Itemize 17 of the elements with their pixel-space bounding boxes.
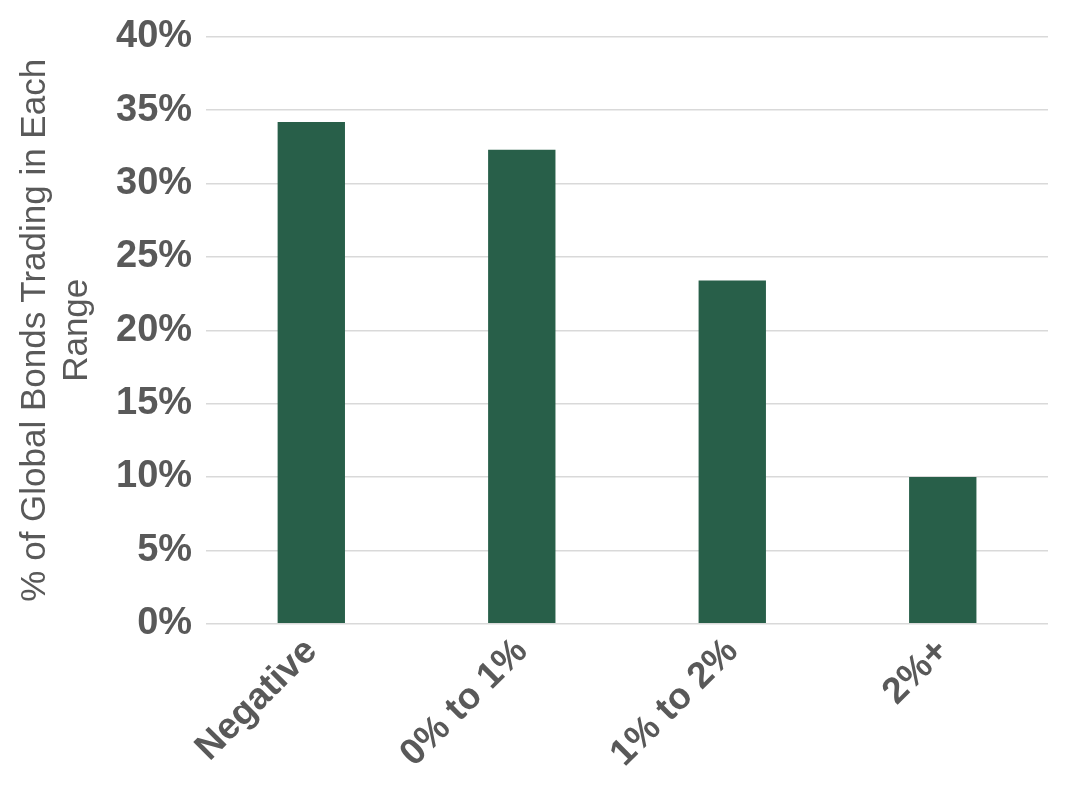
bar [698, 280, 766, 623]
y-tick-label: 15% [115, 380, 193, 423]
y-tick-label: 10% [115, 453, 193, 496]
y-tick-label: 40% [115, 13, 193, 56]
y-axis-title: % of Global Bonds Trading in Each Range [12, 58, 94, 602]
y-tick-label: 5% [137, 526, 193, 569]
bar [488, 149, 556, 623]
y-tick-label: 25% [115, 233, 193, 276]
y-tick-label: 0% [137, 600, 193, 643]
bar [277, 121, 345, 623]
y-tick-label: 30% [115, 160, 193, 203]
y-tick-label: 20% [115, 306, 193, 349]
x-tick-label: 0% to 1% [390, 629, 535, 774]
x-tick-label: 2%+ [873, 629, 956, 712]
bar [909, 477, 977, 623]
x-tick-label: 1% to 2% [601, 629, 746, 774]
y-tick-label: 35% [115, 86, 193, 129]
